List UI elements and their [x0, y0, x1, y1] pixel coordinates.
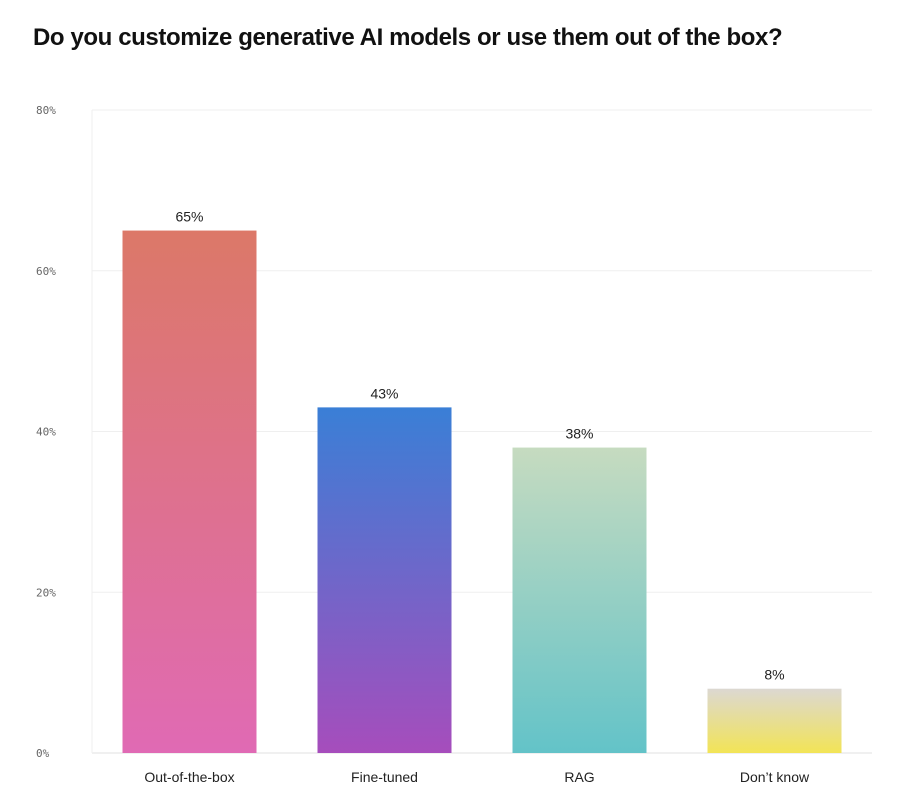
chart-title: Do you customize generative AI models or…: [33, 24, 783, 51]
value-label: 43%: [370, 385, 398, 401]
y-tick-label: 0%: [36, 747, 50, 760]
bar-1: [122, 230, 257, 753]
y-tick-label: 40%: [36, 426, 56, 439]
category-label: Out-of-the-box: [144, 769, 234, 785]
value-label: 38%: [565, 426, 593, 442]
category-label: Don’t know: [740, 769, 810, 785]
y-axis-ticks: 0% 20% 40% 60% 80%: [36, 104, 56, 760]
value-label: 65%: [175, 209, 203, 225]
category-label: Fine-tuned: [351, 769, 418, 785]
value-labels: 65% 43% 38% 8%: [175, 209, 784, 683]
bars: [122, 230, 842, 753]
y-tick-label: 80%: [36, 104, 56, 117]
category-label: RAG: [564, 769, 594, 785]
value-label: 8%: [764, 667, 784, 683]
bar-2: [317, 407, 452, 753]
bar-4: [707, 688, 842, 753]
bar-3: [512, 447, 647, 753]
x-axis-categories: Out-of-the-box Fine-tuned RAG Don’t know: [144, 769, 810, 785]
y-tick-label: 20%: [36, 586, 56, 599]
y-tick-label: 60%: [36, 265, 56, 278]
